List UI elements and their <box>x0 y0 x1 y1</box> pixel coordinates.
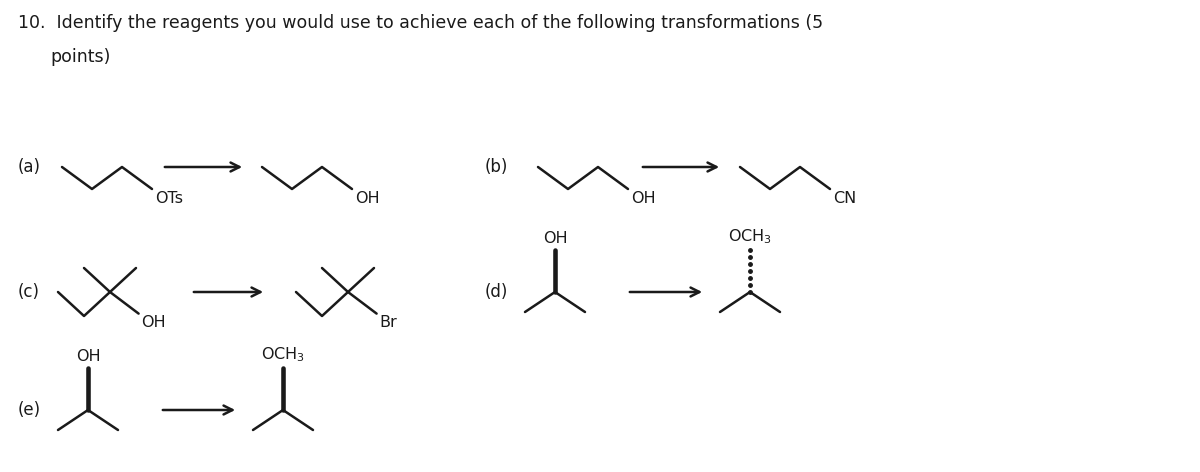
Text: (e): (e) <box>18 401 41 419</box>
Text: OH: OH <box>355 191 379 206</box>
Text: CN: CN <box>833 191 857 206</box>
Text: (d): (d) <box>485 283 509 301</box>
Text: (c): (c) <box>18 283 40 301</box>
Text: OCH$_3$: OCH$_3$ <box>728 228 772 246</box>
Text: (a): (a) <box>18 158 41 176</box>
Text: Br: Br <box>379 315 397 329</box>
Text: OH: OH <box>542 231 568 246</box>
Text: points): points) <box>50 48 110 66</box>
Text: 10.  Identify the reagents you would use to achieve each of the following transf: 10. Identify the reagents you would use … <box>18 14 823 32</box>
Text: OH: OH <box>142 315 167 329</box>
Text: OCH$_3$: OCH$_3$ <box>260 346 305 364</box>
Text: OH: OH <box>76 349 101 364</box>
Text: OTs: OTs <box>155 191 182 206</box>
Text: OH: OH <box>631 191 655 206</box>
Text: (b): (b) <box>485 158 509 176</box>
